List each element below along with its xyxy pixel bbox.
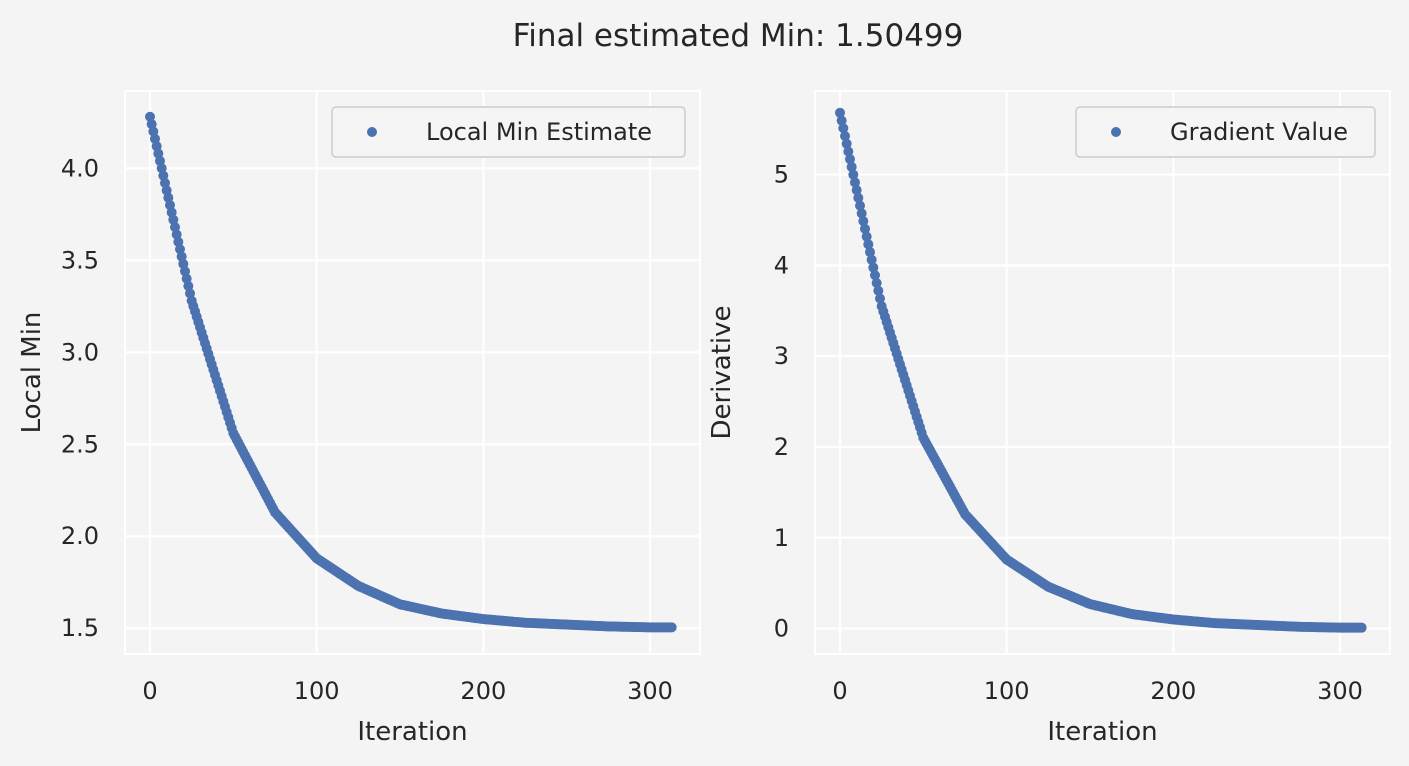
y-tick-label: 5 <box>774 161 789 189</box>
plot-area <box>814 90 1391 655</box>
y-tick-label: 2 <box>774 433 789 461</box>
data-point <box>866 254 877 265</box>
y-axis-label: Derivative <box>707 305 737 439</box>
y-tick-label: 3.5 <box>61 246 99 274</box>
left-axes: 0 100 200 300 1.5 2.0 2.5 3.0 3.5 4.0 Iteration Loc… <box>17 90 701 747</box>
y-tick-label: 3 <box>774 342 789 370</box>
series-points <box>835 107 1367 633</box>
x-tick-label: 0 <box>832 677 847 705</box>
x-tick-label: 200 <box>460 677 506 705</box>
data-point <box>865 247 875 258</box>
y-tick-label: 2.5 <box>61 430 99 458</box>
x-tick-label: 100 <box>294 677 340 705</box>
y-axis-label: Local Min <box>17 312 47 434</box>
legend-marker <box>367 127 377 137</box>
data-point <box>835 107 845 118</box>
data-point <box>855 200 865 211</box>
y-tick-label: 4 <box>774 251 789 279</box>
data-point <box>838 123 849 134</box>
x-axis-label: Iteration <box>357 717 467 747</box>
data-point <box>846 161 857 172</box>
data-point <box>840 131 850 142</box>
data-point <box>843 146 854 157</box>
legend-box <box>331 106 686 158</box>
data-point <box>853 192 864 203</box>
data-point <box>858 216 869 227</box>
data-point <box>850 177 860 188</box>
x-tick-label: 100 <box>984 677 1030 705</box>
data-point <box>848 169 859 180</box>
data-point <box>871 278 882 289</box>
x-tick-label: 200 <box>1150 677 1196 705</box>
legend-label: Local Min Estimate <box>426 118 652 146</box>
data-point <box>851 185 862 196</box>
x-tick-label: 0 <box>142 677 157 705</box>
data-point <box>861 231 872 242</box>
series-points <box>145 111 677 633</box>
data-point <box>863 239 874 250</box>
legend-marker <box>1111 127 1121 137</box>
data-point <box>666 622 677 633</box>
data-point <box>841 138 852 149</box>
plot-area <box>124 90 701 655</box>
data-point <box>868 262 879 273</box>
x-axis-label: Iteration <box>1047 717 1157 747</box>
right-axes: 0 100 200 300 0 1 2 3 4 5 Iteration Derivative Gradi… <box>707 90 1391 747</box>
data-point <box>870 270 880 281</box>
x-tick-label: 300 <box>1317 677 1363 705</box>
y-tick-label: 4.0 <box>61 154 99 182</box>
data-point <box>1356 622 1367 633</box>
data-point <box>836 115 847 126</box>
data-point <box>856 208 867 219</box>
y-tick-label: 2.0 <box>61 522 99 550</box>
data-point <box>845 154 855 165</box>
x-tick-label: 300 <box>627 677 673 705</box>
data-point <box>860 223 870 234</box>
data-point <box>873 285 884 296</box>
y-tick-label: 1 <box>774 524 789 552</box>
legend-box <box>1075 106 1376 158</box>
legend-label: Gradient Value <box>1170 118 1348 146</box>
figure-title: Final estimated Min: 1.50499 <box>513 18 964 54</box>
y-tick-label: 3.0 <box>61 338 99 366</box>
data-point <box>875 293 885 304</box>
y-tick-label: 1.5 <box>61 614 99 642</box>
y-tick-label: 0 <box>774 615 789 643</box>
